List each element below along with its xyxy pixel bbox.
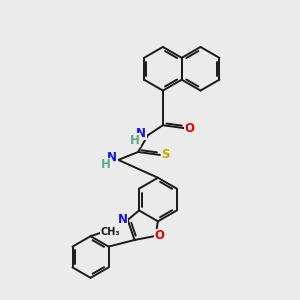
Text: H: H — [100, 158, 110, 171]
Text: O: O — [154, 230, 164, 242]
Text: CH₃: CH₃ — [100, 227, 120, 237]
Text: N: N — [136, 127, 146, 140]
Text: S: S — [162, 148, 170, 161]
Text: N: N — [107, 152, 117, 164]
Text: H: H — [130, 134, 140, 147]
Text: N: N — [118, 214, 128, 226]
Text: O: O — [184, 122, 195, 135]
